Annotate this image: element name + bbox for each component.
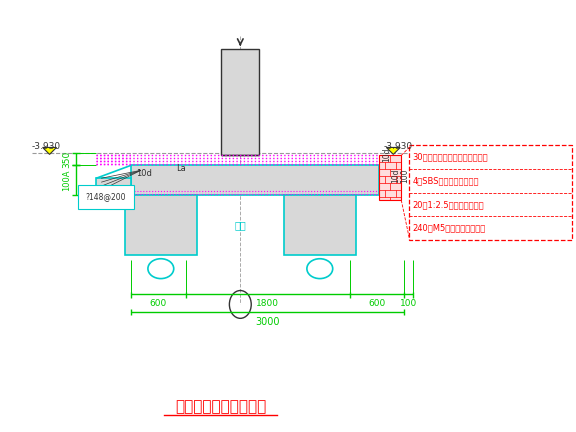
- Text: 桩柱: 桩柱: [234, 220, 246, 230]
- Text: 30厚橡塑聚苯乙烯泡沫板保护层: 30厚橡塑聚苯乙烯泡沫板保护层: [412, 153, 488, 162]
- Text: 100: 100: [400, 299, 418, 308]
- Bar: [131, 165, 380, 195]
- Text: 4厚SBS改性沥青防水卷材: 4厚SBS改性沥青防水卷材: [412, 176, 479, 185]
- Text: 10d: 10d: [136, 169, 152, 178]
- Polygon shape: [386, 147, 400, 154]
- Text: 100A: 100A: [62, 169, 71, 191]
- Text: 100: 100: [400, 168, 410, 182]
- Bar: [96, 178, 131, 195]
- Bar: [380, 156, 401, 200]
- Text: 底板四周承台处侧胎模: 底板四周承台处侧胎模: [175, 399, 266, 414]
- Text: 10d: 10d: [382, 147, 391, 162]
- Polygon shape: [43, 147, 56, 154]
- Text: 20厚1:2.5水泥砂浆找平层: 20厚1:2.5水泥砂浆找平层: [412, 200, 484, 209]
- Text: -3.930: -3.930: [384, 143, 412, 152]
- Text: 600: 600: [368, 299, 385, 308]
- Bar: [284, 195, 355, 255]
- Text: 350: 350: [62, 151, 71, 168]
- Text: 600: 600: [150, 299, 167, 308]
- Text: -3.930: -3.930: [32, 143, 61, 152]
- Text: 10d: 10d: [391, 168, 400, 182]
- Text: 240厚M5水泥砂浆砌砖胎膜: 240厚M5水泥砂浆砌砖胎膜: [412, 223, 486, 232]
- Bar: [221, 49, 259, 156]
- Text: La: La: [176, 164, 185, 173]
- Bar: [125, 195, 196, 255]
- Text: 1800: 1800: [256, 299, 279, 308]
- Text: ?148@200: ?148@200: [86, 192, 126, 201]
- Text: 3000: 3000: [255, 318, 280, 327]
- Bar: [409, 146, 572, 240]
